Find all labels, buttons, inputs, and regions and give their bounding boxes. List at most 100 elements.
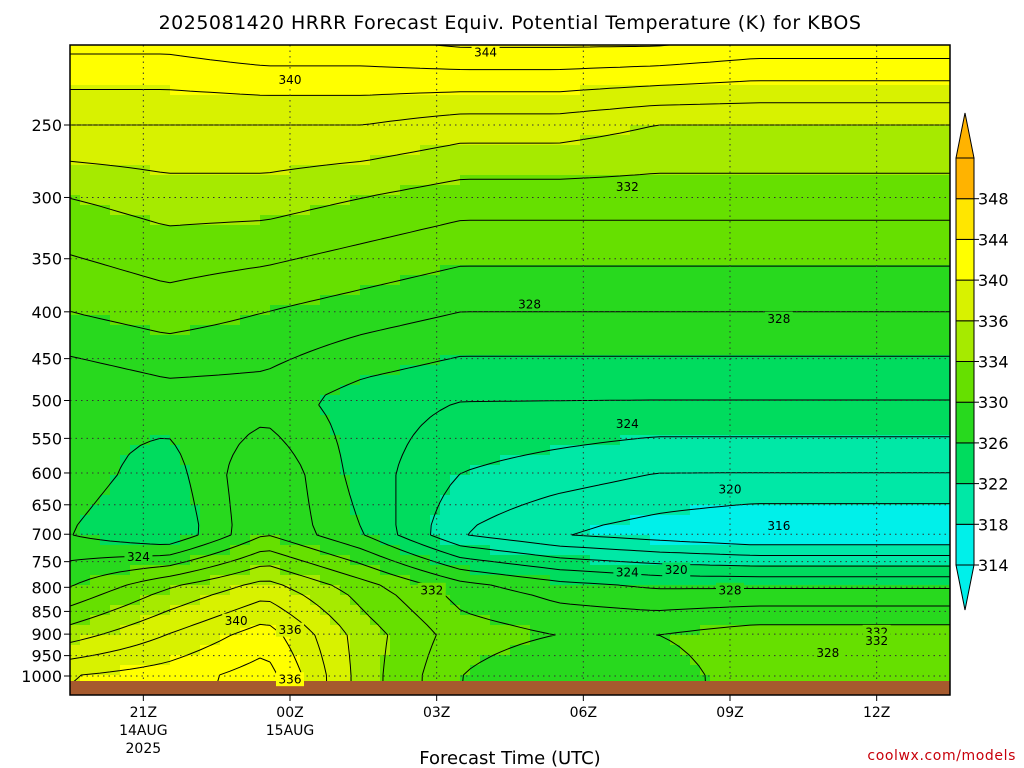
field-cell — [400, 225, 411, 236]
field-cell — [630, 525, 641, 536]
field-cell — [250, 285, 261, 296]
field-cell — [670, 45, 681, 56]
field-cell — [900, 175, 911, 186]
field-cell — [810, 95, 821, 106]
field-cell — [210, 205, 221, 216]
field-cell — [80, 305, 91, 316]
field-cell — [90, 185, 101, 196]
field-cell — [340, 505, 351, 516]
field-cell — [780, 225, 791, 236]
field-cell — [820, 285, 831, 296]
field-cell — [560, 375, 571, 386]
field-cell — [490, 425, 501, 436]
field-cell — [70, 85, 81, 96]
field-cell — [550, 515, 561, 526]
field-cell — [810, 535, 821, 546]
field-cell — [570, 125, 581, 136]
field-cell — [900, 195, 911, 206]
field-cell — [860, 135, 871, 146]
field-cell — [220, 495, 231, 506]
field-cell — [940, 475, 950, 486]
field-cell — [310, 105, 321, 116]
field-cell — [320, 215, 331, 226]
field-cell — [940, 145, 950, 156]
field-cell — [420, 495, 431, 506]
field-cell — [660, 555, 671, 566]
field-cell — [130, 305, 141, 316]
field-cell — [540, 255, 551, 266]
field-cell — [70, 535, 81, 546]
field-cell — [420, 275, 431, 286]
field-cell — [680, 535, 691, 546]
field-cell — [280, 485, 291, 496]
field-cell — [600, 355, 611, 366]
field-cell — [800, 165, 811, 176]
field-cell — [880, 345, 891, 356]
field-cell — [560, 205, 571, 216]
field-cell — [150, 105, 161, 116]
field-cell — [890, 95, 901, 106]
field-cell — [590, 455, 601, 466]
field-cell — [820, 325, 831, 336]
field-cell — [720, 445, 731, 456]
field-cell — [140, 505, 151, 516]
field-cell — [850, 95, 861, 106]
field-cell — [470, 575, 481, 586]
field-cell — [470, 65, 481, 76]
field-cell — [460, 445, 471, 456]
field-cell — [220, 165, 231, 176]
field-cell — [830, 345, 841, 356]
field-cell — [240, 225, 251, 236]
field-cell — [870, 535, 881, 546]
field-cell — [540, 485, 551, 496]
field-cell — [660, 165, 671, 176]
field-cell — [250, 435, 261, 446]
field-cell — [190, 235, 201, 246]
field-cell — [350, 175, 361, 186]
field-cell — [220, 125, 231, 136]
field-cell — [900, 95, 911, 106]
field-cell — [740, 305, 751, 316]
field-cell — [670, 285, 681, 296]
field-cell — [760, 155, 771, 166]
field-cell — [220, 195, 231, 206]
field-cell — [570, 545, 581, 556]
field-cell — [170, 595, 181, 606]
field-cell — [200, 165, 211, 176]
field-cell — [380, 205, 391, 216]
field-cell — [490, 255, 501, 266]
field-cell — [900, 385, 911, 396]
field-cell — [180, 275, 191, 286]
field-cell — [70, 265, 81, 276]
field-cell — [840, 135, 851, 146]
field-cell — [150, 535, 161, 546]
field-cell — [430, 105, 441, 116]
field-cell — [590, 505, 601, 516]
field-cell — [910, 235, 921, 246]
field-cell — [300, 315, 311, 326]
field-cell — [930, 255, 941, 266]
field-cell — [320, 535, 331, 546]
field-cell — [750, 55, 761, 66]
field-cell — [670, 175, 681, 186]
field-cell — [90, 255, 101, 266]
field-cell — [480, 585, 491, 596]
field-cell — [500, 75, 511, 86]
field-cell — [590, 435, 601, 446]
field-cell — [890, 165, 901, 176]
field-cell — [260, 425, 271, 436]
field-cell — [860, 185, 871, 196]
field-cell — [680, 585, 691, 596]
field-cell — [410, 235, 421, 246]
field-cell — [670, 525, 681, 536]
field-cell — [380, 375, 391, 386]
field-cell — [130, 375, 141, 386]
field-cell — [660, 55, 671, 66]
field-cell — [600, 435, 611, 446]
field-cell — [900, 515, 911, 526]
field-cell — [330, 465, 341, 476]
field-cell — [940, 515, 950, 526]
field-cell — [320, 155, 331, 166]
field-cell — [720, 205, 731, 216]
field-cell — [520, 255, 531, 266]
